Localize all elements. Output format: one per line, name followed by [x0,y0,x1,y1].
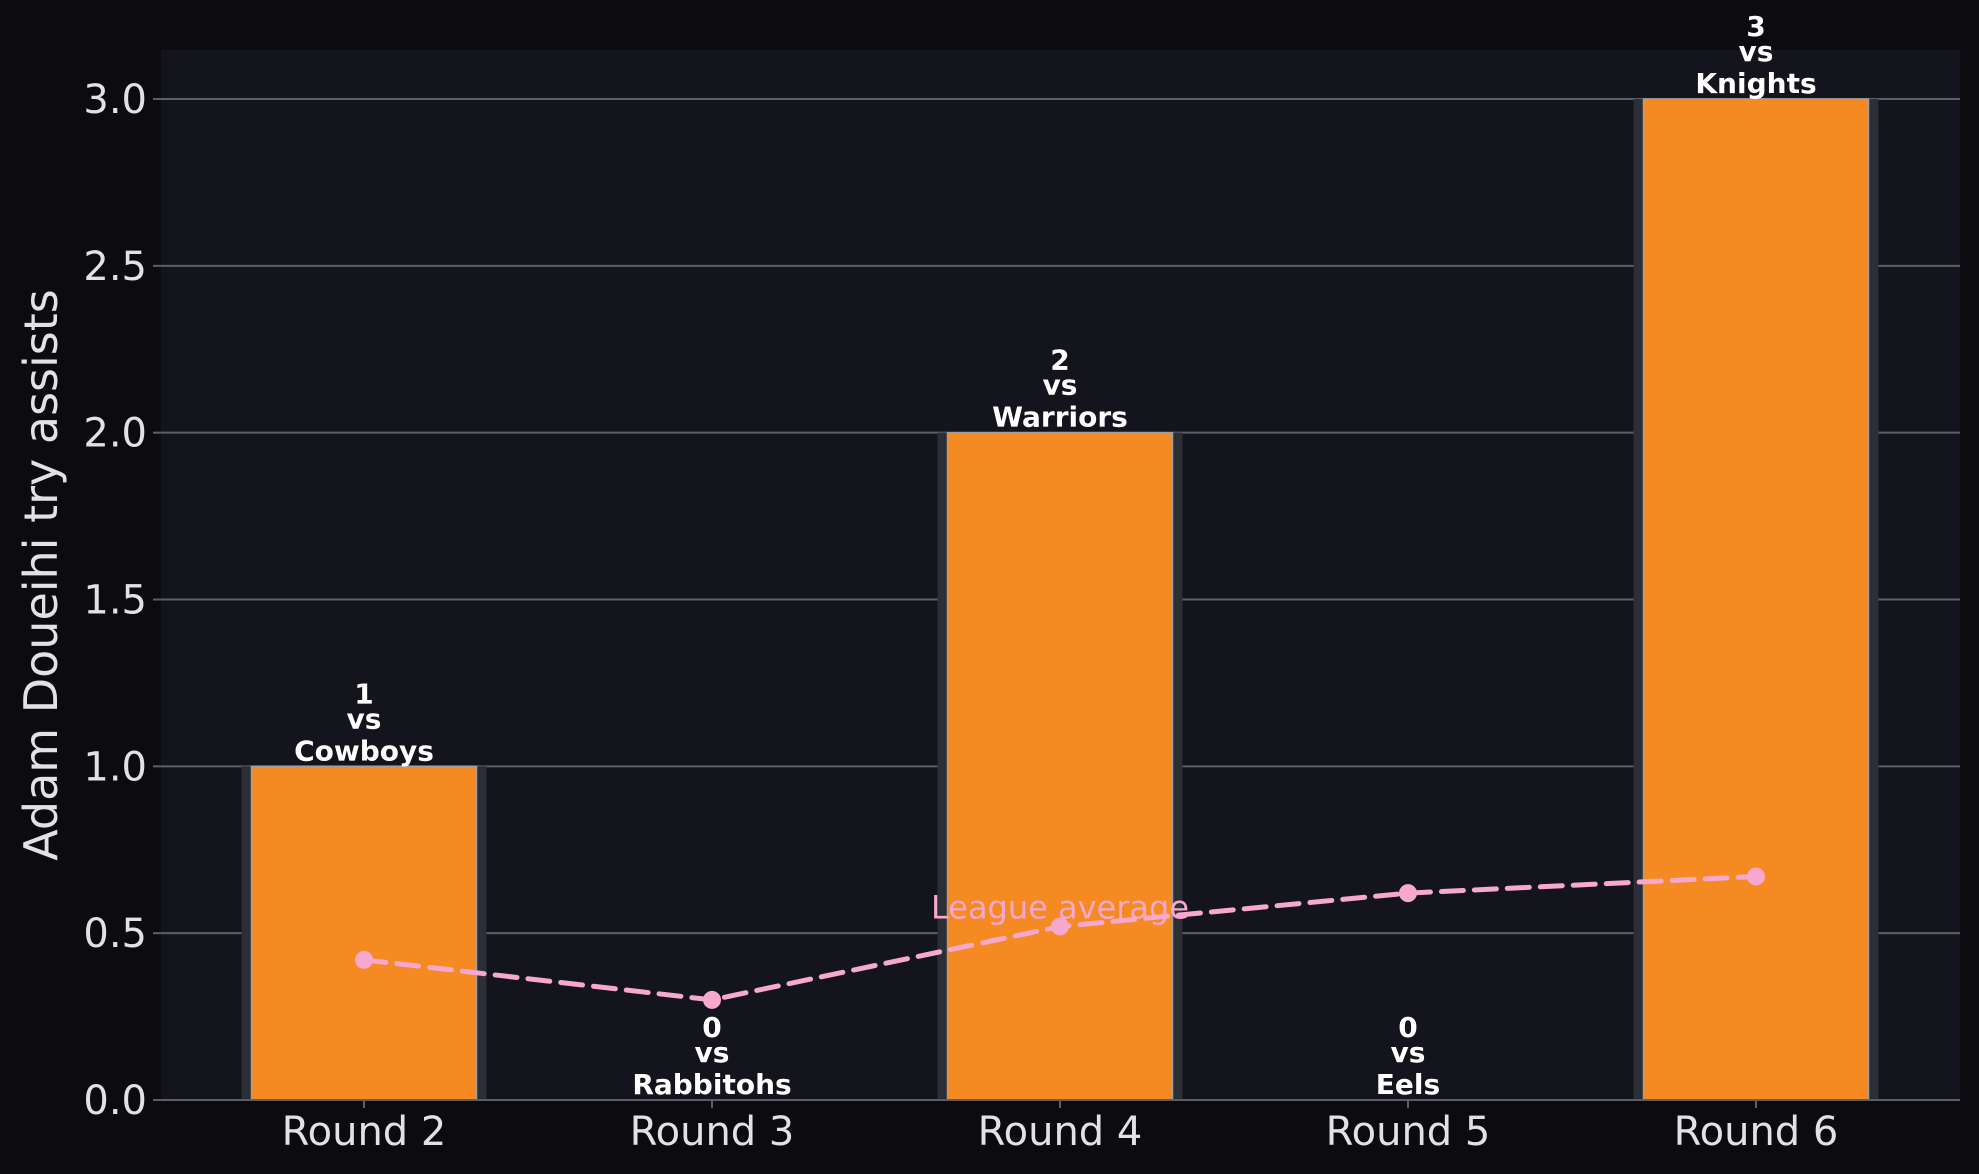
data-label-opponent: Warriors [992,401,1128,434]
data-label-vs: vs [1391,1036,1426,1069]
data-label-opponent: Knights [1695,67,1816,100]
data-label-vs: vs [347,702,382,735]
data-label-value: 0 [1398,1011,1417,1044]
bar [250,765,478,1101]
data-label-value: 0 [702,1011,721,1044]
league-average-label: League average [931,888,1189,926]
bars [241,98,1879,1101]
data-label-value: 1 [354,677,373,710]
data-label-vs: vs [1043,369,1078,402]
data-label-opponent: Rabbitohs [632,1068,791,1101]
league-average-line: League average [355,867,1765,1009]
x-tick-label: Round 4 [978,1109,1143,1155]
x-tick-label: Round 2 [282,1109,447,1155]
x-tick-label: Round 5 [1326,1109,1491,1155]
y-axis-label: Adam Doueihi try assists [14,289,68,861]
x-tick-label: Round 3 [630,1109,795,1155]
data-label-value: 2 [1050,344,1069,377]
data-labels: 1vsCowboys0vsRabbitohs2vsWarriors0vsEels… [294,10,1817,1101]
bar [946,431,1174,1101]
axes: 0.0 0.5 1.0 1.5 2.0 2.5 3.0 Round 2 Round 3 Round… [83,77,1960,1155]
y-tick-label: 2.0 [83,411,147,457]
league-average-point [355,950,373,969]
data-label-vs: vs [695,1036,730,1069]
data-label-value: 3 [1746,10,1765,43]
y-tick-label: 0.5 [83,911,147,957]
league-average-point [1747,867,1765,886]
league-average-point [703,990,721,1009]
bar [1642,98,1870,1101]
y-tick-label: 1.5 [83,578,147,624]
y-tick-label: 0.0 [83,1078,147,1124]
y-tick-label: 1.0 [83,744,147,790]
league-average-point [1051,917,1069,936]
data-label-opponent: Eels [1376,1068,1440,1101]
data-label-vs: vs [1739,35,1774,68]
x-tick-label: Round 6 [1674,1109,1839,1155]
y-tick-label: 2.5 [83,244,147,290]
data-label-opponent: Cowboys [294,734,434,767]
league-average-point [1399,884,1417,903]
y-tick-label: 3.0 [83,77,147,123]
